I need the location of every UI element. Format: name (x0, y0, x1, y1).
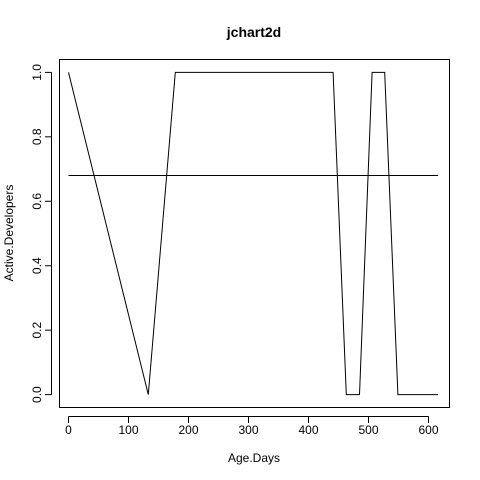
plot-frame (59, 59, 450, 408)
x-tick-label: 0 (65, 423, 72, 437)
series-layer (68, 71, 439, 396)
y-axis-label: Active.Developers (2, 185, 16, 282)
x-tick-label: 100 (118, 423, 138, 437)
y-axis: 0.0 0.2 0.4 0.6 0.8 1.0 (30, 64, 52, 403)
x-tick-label: 500 (358, 423, 378, 437)
x-tick-label: 300 (238, 423, 258, 437)
y-tick-label: 0.8 (30, 128, 44, 145)
x-tick-label: 200 (178, 423, 198, 437)
x-tick-label: 600 (418, 423, 438, 437)
chart-title: jchart2d (226, 24, 281, 40)
x-axis: 0 100 200 300 400 500 600 (65, 416, 439, 437)
x-axis-label: Age.Days (228, 451, 280, 465)
x-tick-label: 400 (298, 423, 318, 437)
y-tick-label: 0.2 (30, 322, 44, 339)
y-tick-label: 1.0 (30, 64, 44, 81)
y-tick-label: 0.4 (30, 257, 44, 274)
y-tick-label: 0.6 (30, 193, 44, 210)
y-tick-label: 0.0 (30, 386, 44, 403)
series-line-1 (68, 71, 439, 396)
